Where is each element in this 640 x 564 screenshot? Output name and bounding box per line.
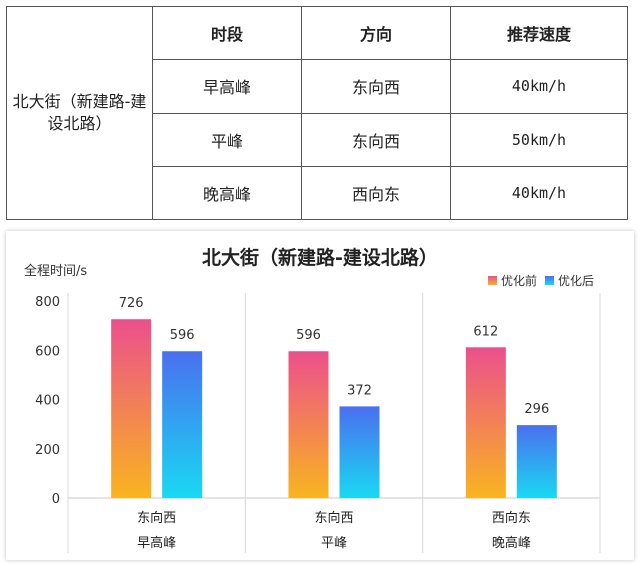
direction-cell: 东向西 <box>301 112 451 167</box>
legend-swatch-1 <box>545 276 554 285</box>
legend-label-1: 优化后 <box>558 274 594 288</box>
legend-label-0: 优化前 <box>501 273 537 288</box>
y-tick-label: 0 <box>52 492 60 507</box>
chart-title: 北大街（新建路-建设北路） <box>202 246 438 269</box>
bar-after <box>162 351 203 498</box>
chart-panel: 北大街（新建路-建设北路） 全程时间/s 优化前 优化后 0 200 400 600 800 72… <box>6 231 634 560</box>
table-header-row: 北大街（新建路-建设北路） 时段 方向 推荐速度 <box>6 5 628 220</box>
y-tick-label: 800 <box>35 295 60 310</box>
direction-cell: 东向西 <box>301 59 451 114</box>
direction-cell: 西向东 <box>301 165 451 221</box>
x-tick-period: 平峰 <box>321 536 347 551</box>
table-row: 平峰 东向西 50km/h <box>7 112 628 167</box>
bar-before <box>111 319 152 498</box>
travel-time-chart: 北大街（新建路-建设北路） 全程时间/s 优化前 优化后 0 200 400 600 800 72… <box>24 246 601 553</box>
x-tick-period: 晚高峰 <box>492 535 531 551</box>
y-tick-label: 200 <box>35 443 60 458</box>
bar-before <box>288 351 329 498</box>
road-name-cell: 北大街（新建路-建设北路） <box>6 6 153 220</box>
period-cell: 早高峰 <box>152 59 302 114</box>
x-tick-direction: 西向东 <box>492 510 531 526</box>
speed-cell: 50km/h <box>450 112 628 167</box>
speed-cell: 40km/h <box>450 59 628 114</box>
header-period: 时段 <box>152 5 302 61</box>
table-row: 晚高峰 西向东 40km/h <box>7 165 628 221</box>
table-row: 早高峰 东向西 40km/h <box>7 59 628 114</box>
bar-after <box>516 425 557 498</box>
x-tick-direction: 东向西 <box>137 510 176 526</box>
x-tick-period: 早高峰 <box>137 535 176 551</box>
bar-after <box>339 406 380 498</box>
y-axis-label: 全程时间/s <box>24 263 87 279</box>
data-label: 596 <box>296 328 321 343</box>
data-label: 612 <box>473 324 498 339</box>
y-tick-label: 400 <box>35 394 60 409</box>
data-label: 726 <box>119 296 144 311</box>
data-label: 596 <box>170 328 195 343</box>
x-tick-direction: 东向西 <box>314 510 353 526</box>
bar-before <box>465 347 506 498</box>
header-speed: 推荐速度 <box>450 5 628 61</box>
data-label: 296 <box>524 402 549 417</box>
period-cell: 晚高峰 <box>152 165 302 221</box>
speed-cell: 40km/h <box>450 165 628 221</box>
speed-table: 北大街（新建路-建设北路） 时段 方向 推荐速度 早高峰 东向西 40km/h … <box>6 5 628 221</box>
data-label: 372 <box>347 383 372 398</box>
header-direction: 方向 <box>301 5 451 61</box>
y-tick-label: 600 <box>35 344 60 359</box>
period-cell: 平峰 <box>152 112 302 167</box>
legend-swatch-0 <box>488 276 497 285</box>
